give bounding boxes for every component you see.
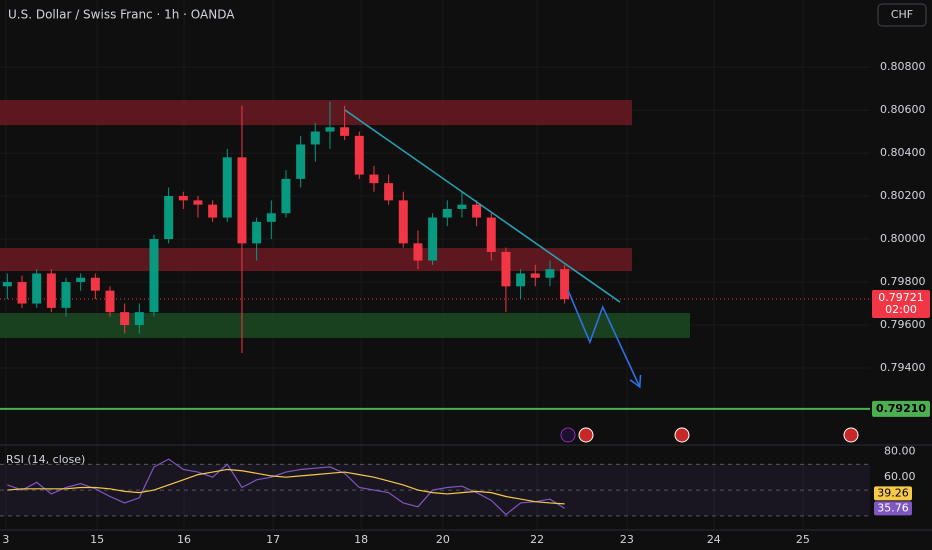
x-tick-label: 22 [530,533,544,546]
candle-body [384,183,394,201]
zone [0,248,633,272]
y-tick-label: 60.00 [884,470,916,483]
x-tick-label: 23 [620,533,634,546]
zone [0,99,633,126]
candle-body [369,174,379,184]
zone [0,313,690,338]
trend-line [344,109,621,303]
candle-body [545,269,555,278]
candle-body [222,157,232,218]
candle-body [457,204,467,209]
candle-body [428,217,438,261]
value-label-box [874,501,912,516]
candle-body [32,273,42,304]
price-label: 0.79210 [876,402,926,415]
candle-body [149,239,159,313]
price-label-box [872,290,930,319]
arrow-head [629,374,642,389]
event-icon[interactable] [578,427,594,443]
x-tick-label: 16 [177,533,191,546]
candle-body [472,204,482,218]
candle-body [76,277,86,283]
candle-body [237,157,247,244]
rsi-title: RSI (14, close) [6,453,85,466]
candle-body [178,196,188,201]
countdown-label: 02:00 [885,303,917,316]
y-tick-label: 0.80200 [880,189,926,202]
candle-body [340,127,350,136]
currency-button[interactable] [877,3,927,27]
x-tick-label: 17 [266,533,280,546]
value-label: 35.76 [877,501,909,514]
value-label: 39.26 [877,486,909,499]
y-tick-label: 0.80000 [880,232,926,245]
x-tick-label: 3 [2,533,9,546]
candle-body [516,273,526,287]
x-tick-label: 24 [707,533,721,546]
rsi-line [7,458,565,516]
y-tick-label: 0.80800 [880,60,926,73]
price-label: 0.79721 [878,291,924,304]
candle-body [501,251,511,287]
candle-body [105,290,115,313]
candle-body [193,200,203,205]
candle-body [310,131,320,145]
rsi-line [7,468,565,505]
trend-line [567,289,641,388]
y-tick-label: 0.79600 [880,318,926,331]
candle-body [2,282,12,287]
candle-body [325,127,335,132]
candle-body [486,217,496,252]
candle-body [560,269,570,300]
value-label-box [874,486,912,501]
candle-body [266,213,276,222]
x-tick-label: 18 [354,533,368,546]
candle-body [442,208,452,218]
y-tick-label: 0.79800 [880,275,926,288]
y-tick-label: 0.80600 [880,103,926,116]
event-icon[interactable] [674,427,690,443]
event-icon[interactable] [843,427,859,443]
y-tick-label: 80.00 [884,444,916,457]
candle-body [61,282,71,308]
event-icon[interactable] [560,427,576,443]
candle-body [208,204,218,218]
x-tick-label: 25 [796,533,810,546]
candle-body [252,221,262,244]
candle-body [398,200,408,244]
candle-body [354,135,364,175]
x-tick-label: 15 [90,533,104,546]
currency-label[interactable]: CHF [891,8,913,21]
candle-body [413,243,423,261]
candle-body [530,273,540,278]
event-icons[interactable] [560,427,859,443]
price-label-box [872,400,930,417]
candle-body [134,312,144,326]
candle-body [281,178,291,214]
candle-body [90,277,100,291]
candle-body [164,196,174,240]
y-tick-label: 0.80400 [880,146,926,159]
candle-body [296,144,306,179]
candle-body [120,312,130,326]
y-tick-label: 0.79400 [880,361,926,374]
candle-body [17,282,27,304]
x-tick-label: 20 [436,533,450,546]
candle-body [46,273,56,308]
chart-title: U.S. Dollar / Swiss Franc · 1h · OANDA [8,8,235,22]
